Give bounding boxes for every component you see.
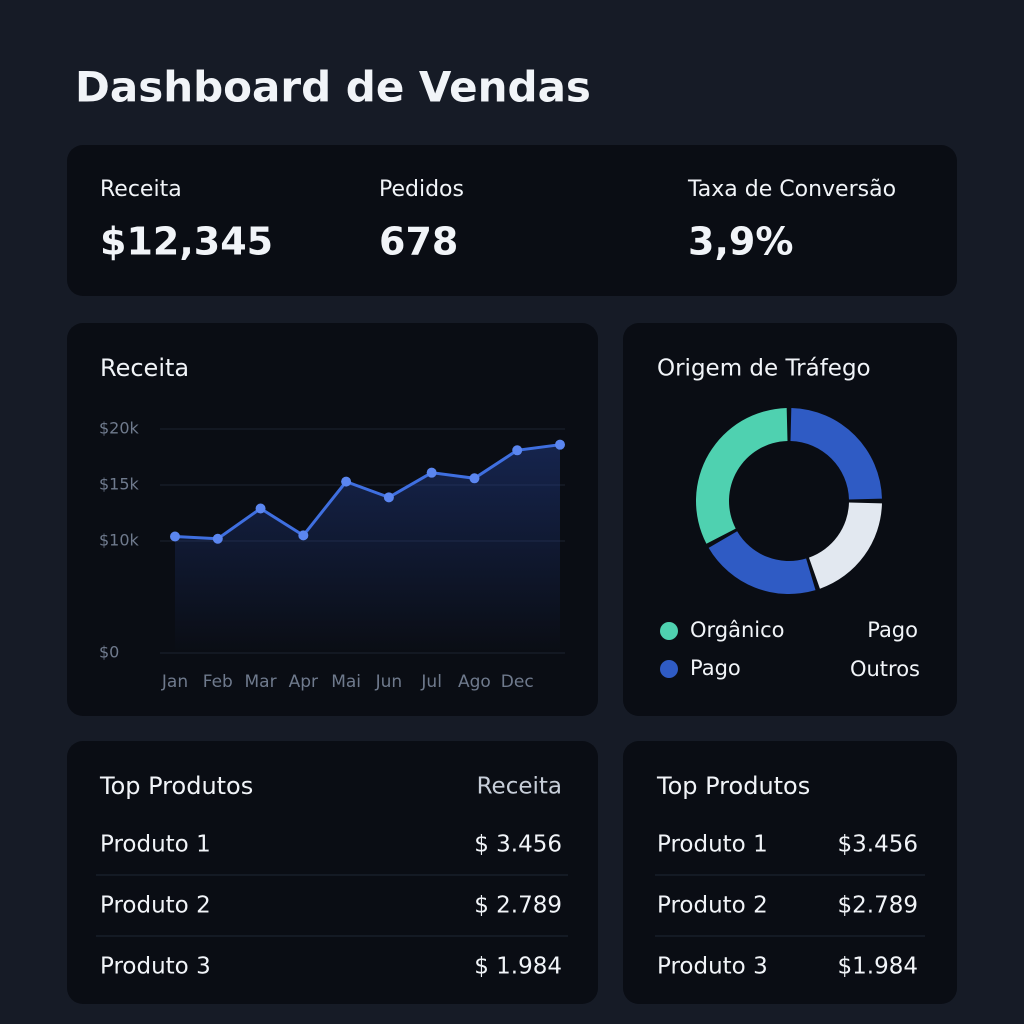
- point: [341, 476, 352, 487]
- x-tick-label: Dec: [501, 672, 534, 692]
- table-card: [67, 741, 598, 1004]
- y-tick-label: $20k: [99, 419, 140, 438]
- chart-title: Receita: [100, 354, 189, 382]
- table-card: [623, 741, 957, 1004]
- point: [383, 492, 394, 503]
- table-cell: $ 2.789: [474, 893, 562, 919]
- table-cell: $ 3.456: [474, 832, 562, 858]
- x-tick-label: Mai: [331, 672, 361, 692]
- chart-title: Origem de Tráfego: [657, 356, 871, 382]
- table-cell: Produto 3: [657, 954, 768, 980]
- kpi-label: Taxa de Conversão: [687, 177, 896, 202]
- donut-card: [623, 323, 957, 716]
- legend-dot: [660, 622, 678, 640]
- table-cell: $ 1.984: [474, 954, 562, 980]
- point: [212, 533, 223, 544]
- point: [555, 439, 565, 450]
- donut-slice: [696, 408, 788, 544]
- kpi-label: Pedidos: [379, 177, 464, 202]
- table-header: Top Produtos: [99, 772, 253, 800]
- donut-slice: [790, 408, 882, 500]
- kpi-card: [67, 145, 957, 296]
- point: [255, 503, 266, 514]
- x-tick-label: Jan: [161, 672, 188, 692]
- kpi-value: 3,9%: [688, 220, 793, 264]
- x-tick-label: Mar: [245, 672, 277, 692]
- legend-label: Orgânico: [690, 618, 785, 642]
- table-cell: Produto 2: [657, 893, 768, 919]
- point: [469, 473, 480, 484]
- point: [512, 445, 523, 456]
- x-tick-label: Jun: [375, 672, 403, 692]
- x-tick-label: Apr: [289, 672, 318, 692]
- table-cell: Produto 3: [100, 954, 211, 980]
- line: [174, 443, 561, 541]
- x-tick-label: Jul: [420, 672, 442, 692]
- x-tick-label: Ago: [458, 672, 491, 692]
- x-tick-label: Feb: [203, 672, 233, 692]
- kpi-value: 678: [379, 220, 458, 264]
- table-cell: $2.789: [838, 893, 918, 919]
- kpi-label: Receita: [100, 177, 182, 202]
- legend-dot: [660, 660, 678, 678]
- y-tick-label: $0: [99, 643, 119, 662]
- table-cell: Produto 1: [100, 832, 211, 858]
- y-tick-label: $15k: [99, 475, 140, 494]
- table-cell: $1.984: [838, 954, 918, 980]
- legend-label: Pago: [690, 656, 741, 680]
- table-cell: Produto 2: [100, 893, 211, 919]
- y-tick-label: $10k: [99, 531, 140, 550]
- table-cell: $3.456: [838, 832, 918, 858]
- table-header: Receita: [477, 774, 562, 800]
- donut-slice: [808, 502, 882, 589]
- point: [170, 531, 180, 542]
- donut-slice: [708, 531, 816, 594]
- area: [175, 444, 560, 653]
- legend-label: Pago: [867, 618, 918, 642]
- table-cell: Produto 1: [657, 832, 768, 858]
- legend-label: Outros: [850, 657, 920, 681]
- point: [426, 467, 437, 478]
- kpi-value: $12,345: [100, 220, 273, 264]
- point: [298, 530, 309, 541]
- table-header: Top Produtos: [656, 772, 810, 800]
- page-title: Dashboard de Vendas: [75, 63, 591, 112]
